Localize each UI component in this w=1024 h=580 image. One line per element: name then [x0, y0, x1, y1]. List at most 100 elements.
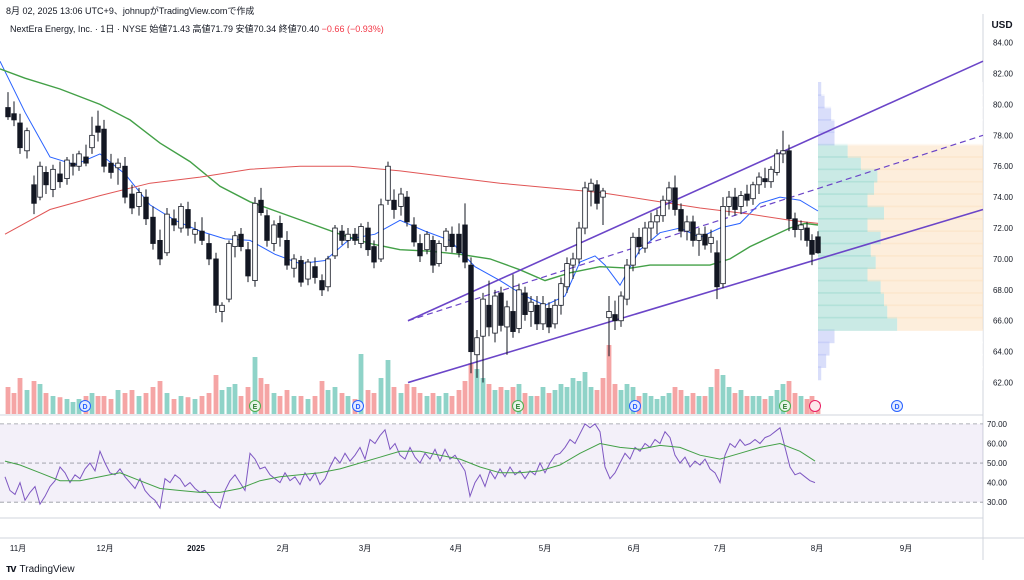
candle-body — [510, 311, 516, 332]
symbol-name: NextEra Energy, Inc. — [10, 24, 93, 34]
volume-bar — [291, 396, 297, 414]
volume-bar — [150, 387, 156, 414]
candle-body — [371, 246, 377, 263]
volume-bar — [486, 384, 492, 414]
volume-profile-bar — [877, 168, 983, 183]
candle-body — [57, 173, 63, 183]
volume-bar — [456, 390, 462, 414]
candle-body — [264, 215, 270, 241]
volume-bar — [24, 390, 30, 414]
volume-bar — [672, 387, 678, 414]
volume-bar — [76, 399, 82, 414]
candle-body — [732, 196, 738, 210]
volume-bar — [588, 387, 594, 414]
time-tick-label: 7月 — [714, 544, 726, 553]
price-tick-label: 78.00 — [993, 131, 1014, 140]
event-marker-label: D — [632, 404, 637, 411]
dividend-marker — [352, 400, 364, 412]
candle-body — [636, 236, 642, 247]
candle-body — [404, 196, 410, 223]
candle-body — [678, 209, 684, 232]
volume-profile-bar — [818, 193, 868, 208]
volume-profile-bar — [880, 230, 983, 245]
candle-body — [64, 159, 70, 180]
volume-bar — [430, 393, 436, 414]
candle-body — [570, 258, 576, 266]
volume-bar — [443, 393, 449, 414]
volume-bar — [5, 387, 11, 414]
volume-bar — [398, 393, 404, 414]
channel-lower-line — [407, 208, 984, 384]
candle-body — [534, 304, 540, 325]
rsi-panel — [0, 423, 983, 510]
candle-body — [552, 304, 558, 325]
currency-label[interactable]: USD — [991, 20, 1013, 31]
candle-body — [83, 156, 89, 164]
event-marker-label: E — [783, 404, 788, 411]
volume-profile-bar — [821, 81, 983, 96]
volume-bar — [305, 399, 311, 414]
candle-body — [696, 233, 702, 241]
candle-body — [744, 193, 750, 201]
candle-body — [238, 233, 244, 247]
volume-bar — [385, 360, 391, 414]
time-tick-label: 2025 — [187, 544, 205, 553]
volume-bar — [298, 396, 304, 414]
price-tick-label: 82.00 — [993, 70, 1014, 79]
candle-body — [456, 233, 462, 254]
candle-body — [192, 229, 198, 235]
volume-bar — [504, 390, 510, 414]
close-label: 終値 — [278, 24, 297, 34]
volume-bar — [642, 393, 648, 414]
candle-body — [714, 252, 720, 288]
candle-body — [358, 226, 364, 244]
volume-bar — [332, 387, 338, 414]
volume-bar — [245, 387, 251, 414]
candle-body — [576, 227, 582, 260]
earnings-marker — [249, 400, 261, 412]
volume-bar — [480, 378, 486, 414]
candle-body — [365, 227, 371, 251]
candle-body — [17, 122, 23, 149]
candle-body — [43, 172, 49, 186]
rsi-tick-label: 40.00 — [987, 479, 1008, 488]
volume-bar — [192, 399, 198, 414]
volume-bar — [31, 381, 37, 414]
volume-profile — [818, 81, 983, 381]
volume-bar — [325, 390, 331, 414]
candle-body — [720, 206, 726, 285]
volume-profile-bar — [818, 205, 884, 220]
price-tick-label: 72.00 — [993, 224, 1014, 233]
volume-bar — [702, 396, 708, 414]
open-label: 始値 — [149, 24, 168, 34]
volume-bar — [129, 390, 135, 414]
candle-body — [774, 153, 780, 173]
candle-body — [798, 224, 804, 230]
volume-bar — [101, 396, 107, 414]
candle-body — [648, 221, 654, 229]
volume-bar — [732, 393, 738, 414]
brand-name: TradingView — [19, 563, 75, 575]
interval-label: 1日 — [100, 24, 115, 34]
candle-body — [492, 295, 498, 334]
volume-bar — [108, 399, 114, 414]
price-tick-label: 84.00 — [993, 39, 1014, 48]
volume-profile-bar — [818, 316, 898, 331]
candle-body — [504, 306, 510, 328]
candle-body — [219, 304, 225, 312]
tradingview-brand[interactable]: ᴛᴠ TradingView — [6, 563, 75, 575]
candle-body — [70, 162, 76, 167]
volume-profile-bar — [818, 292, 884, 307]
volume-bar — [37, 384, 43, 414]
tradingview-logo-icon: ᴛᴠ — [6, 563, 16, 575]
candle-body — [319, 280, 325, 291]
price-tick-label: 66.00 — [993, 317, 1014, 326]
volume-bar — [219, 390, 225, 414]
candle-body — [804, 227, 810, 241]
candle-body — [588, 182, 594, 192]
candle-body — [391, 199, 397, 210]
candle-body — [815, 236, 821, 254]
volume-bar — [774, 390, 780, 414]
